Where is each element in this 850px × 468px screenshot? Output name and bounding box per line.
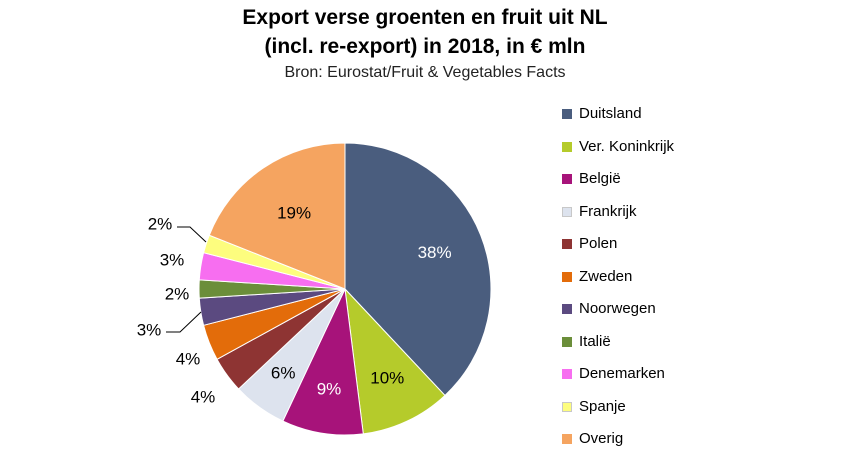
- legend-swatch-zweden: [562, 271, 572, 282]
- legend-swatch-overig: [562, 434, 572, 444]
- leader-line-spanje: [177, 226, 207, 243]
- pie-slice-belgie: [282, 287, 364, 436]
- legend-label-frankrijk: Frankrijk: [579, 202, 637, 220]
- data-label-denemarken: 3%: [160, 250, 185, 269]
- data-label-polen: 4%: [191, 387, 216, 406]
- legend-label-zweden: Zweden: [579, 267, 633, 285]
- pie-slice-duitsland: [344, 142, 492, 397]
- legend-label-ver-koninkrijk: Ver. Koninkrijk: [579, 137, 675, 155]
- legend-label-belgie: België: [579, 170, 621, 187]
- data-label-overig: 19%: [277, 204, 311, 223]
- data-label-noorwegen: 3%: [137, 320, 162, 339]
- chart-subtitle: Bron: Eurostat/Fruit & Vegetables Facts: [284, 64, 566, 81]
- data-label-ver-koninkrijk: 10%: [370, 368, 404, 387]
- legend-swatch-frankrijk: [562, 206, 572, 217]
- data-label-duitsland: 38%: [418, 243, 452, 262]
- chart-title-line-1: Export verse groenten en fruit uit NL: [242, 6, 608, 29]
- leader-line-noorwegen: [166, 311, 202, 333]
- data-label-frankrijk: 6%: [271, 364, 296, 383]
- pie-slice-ver-koninkrijk: [344, 287, 446, 435]
- legend-label-polen: Polen: [579, 235, 618, 252]
- legend-swatch-denemarken: [562, 369, 572, 379]
- legend-swatch-duitsland: [562, 109, 572, 119]
- legend-swatch-spanje: [562, 401, 572, 412]
- data-label-italie: 2%: [165, 284, 190, 303]
- legend-label-spanje: Spanje: [579, 397, 626, 415]
- legend-swatch-polen: [562, 239, 572, 249]
- legend-label-noorwegen: Noorwegen: [579, 300, 656, 317]
- legend-swatch-ver-koninkrijk: [562, 141, 572, 152]
- legend-label-duitsland: Duitsland: [579, 105, 642, 122]
- data-label-spanje: 2%: [148, 214, 173, 233]
- legend-label-overig: Overig: [579, 430, 624, 447]
- legend-label-denemarken: Denemarken: [579, 365, 665, 382]
- pie-slice-overig: [208, 142, 346, 290]
- legend-label-italie: Italië: [579, 332, 611, 350]
- legend-swatch-italie: [562, 336, 572, 347]
- data-label-zweden: 4%: [176, 349, 201, 368]
- data-label-belgie: 9%: [317, 379, 342, 398]
- legend-swatch-belgie: [562, 174, 572, 184]
- chart-title-line-2: (incl. re-export) in 2018, in € mln: [264, 35, 586, 58]
- legend-swatch-noorwegen: [562, 304, 572, 314]
